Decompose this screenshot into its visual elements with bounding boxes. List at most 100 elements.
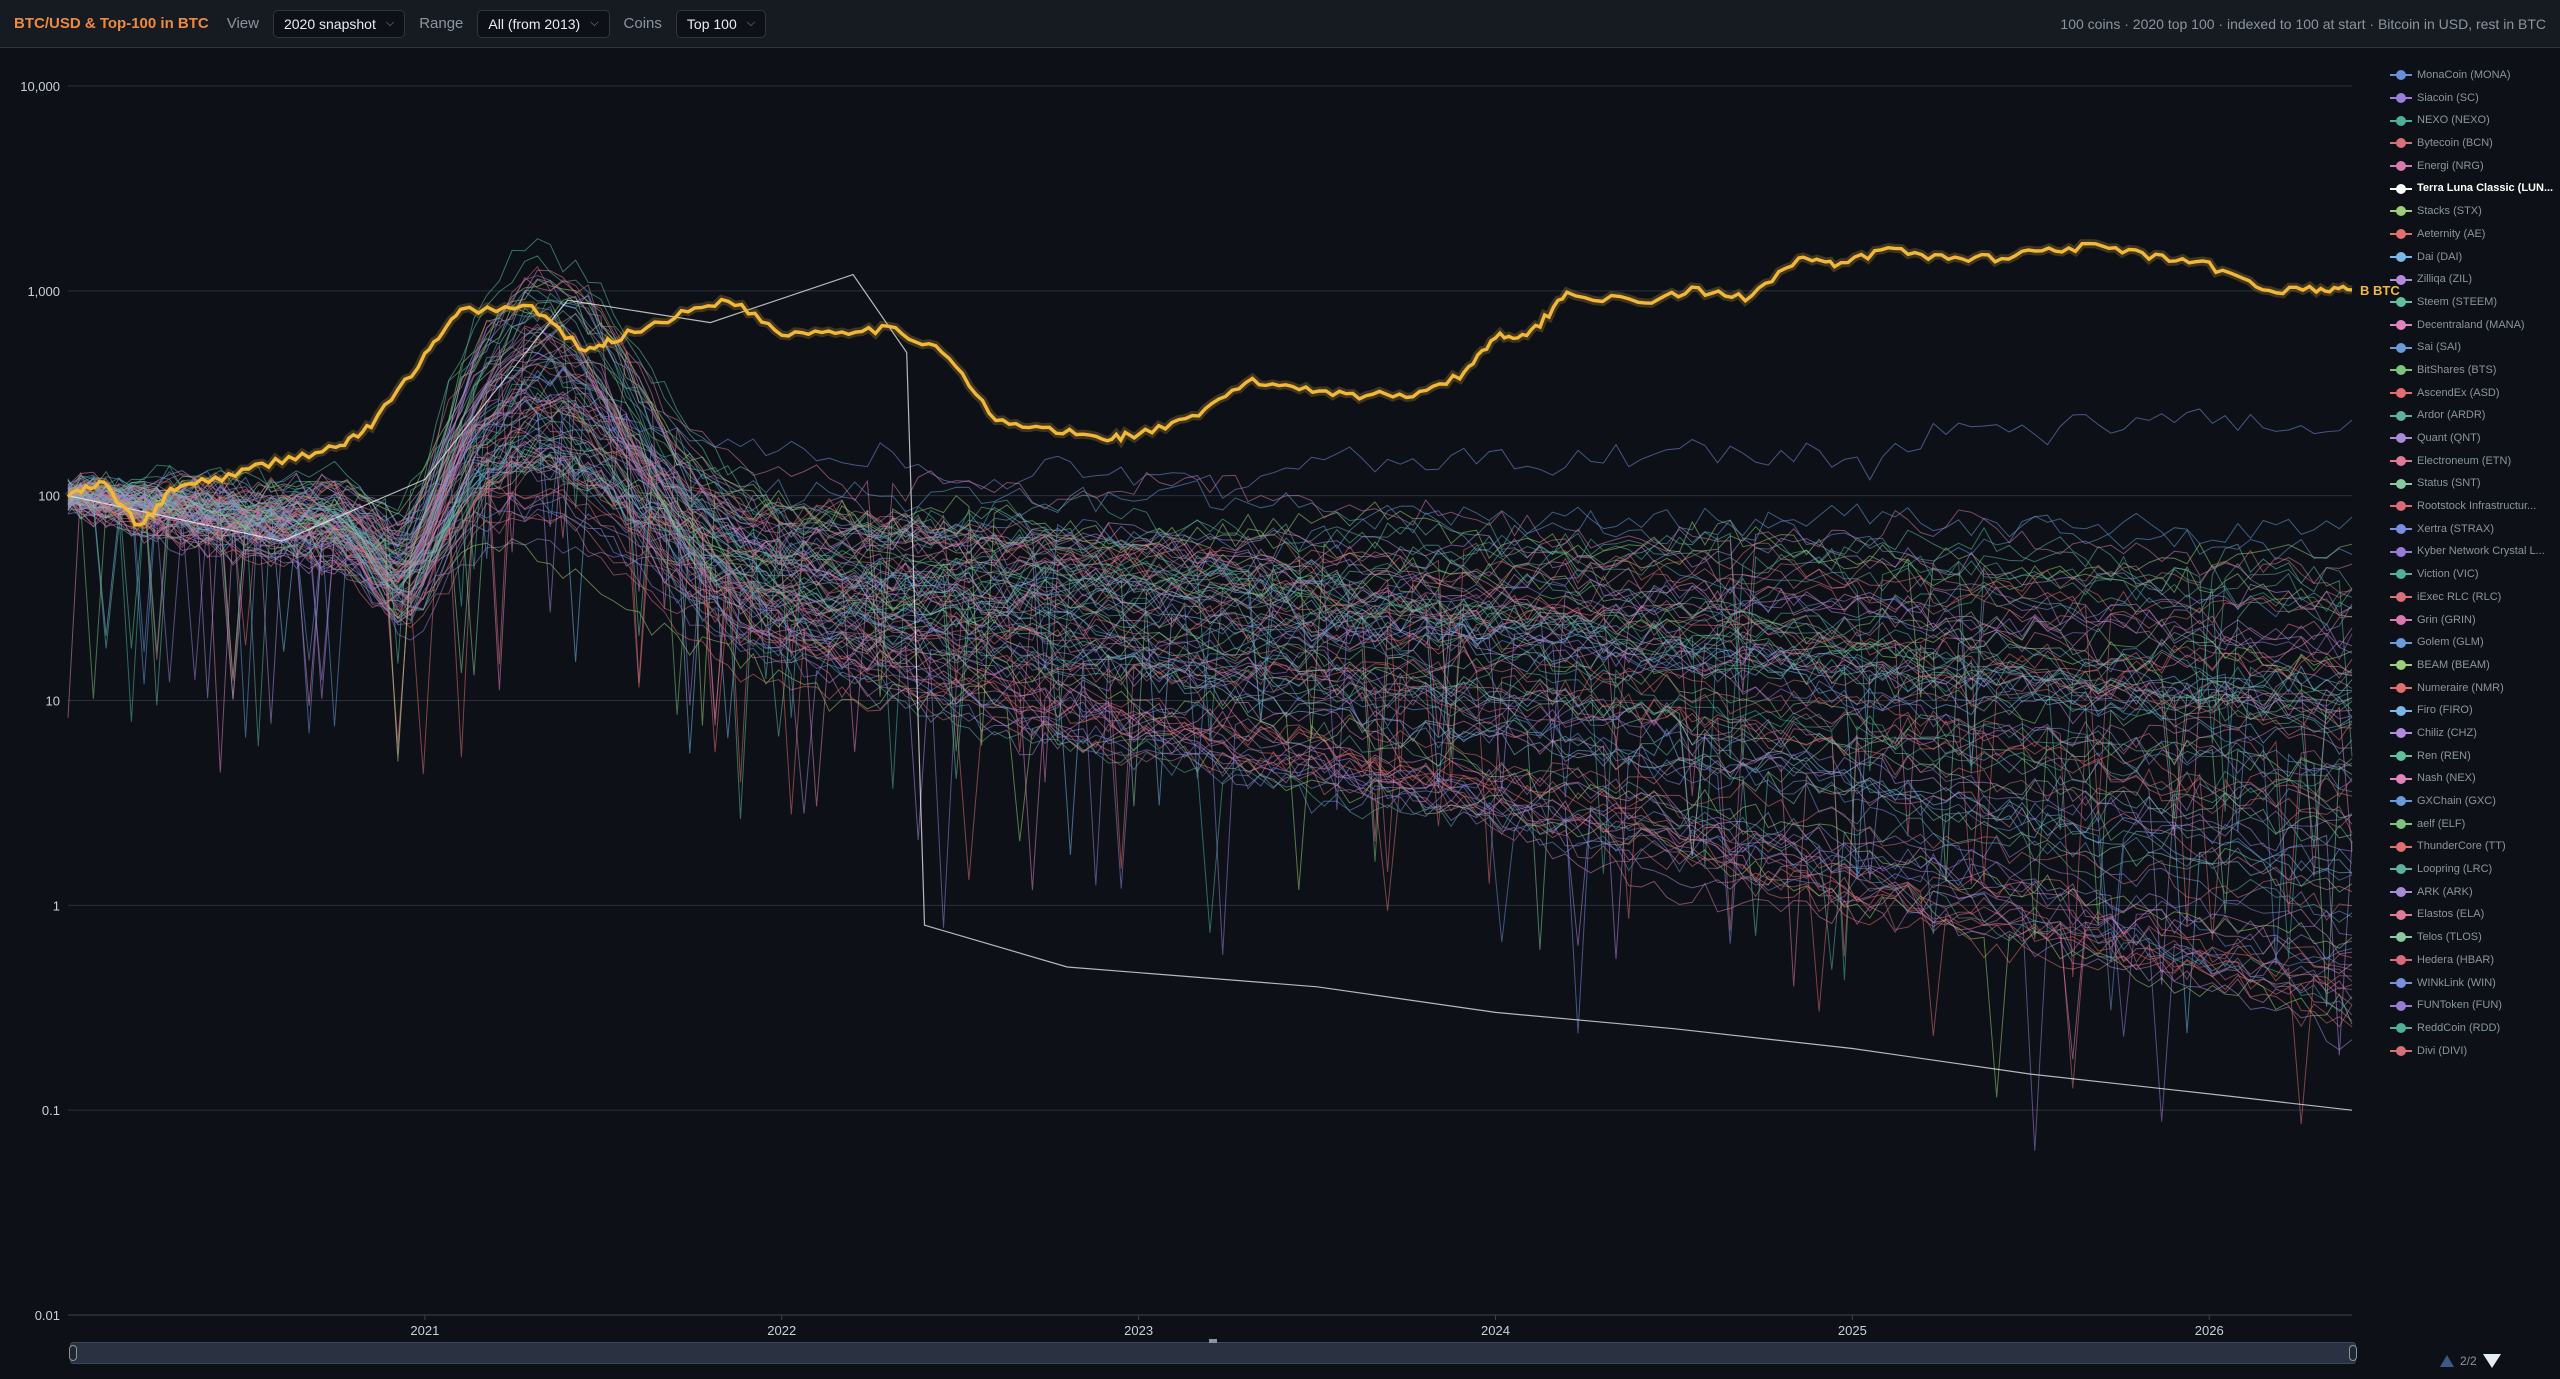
y-tick-label: 100 [38,489,60,504]
legend-item[interactable]: Siacoin (SC) [2390,87,2558,110]
legend-swatch [2390,728,2412,739]
legend-swatch [2390,524,2412,535]
legend-item[interactable]: Stacks (STX) [2390,200,2558,223]
legend-item[interactable]: AscendEx (ASD) [2390,382,2558,405]
legend-item[interactable]: Aeternity (AE) [2390,223,2558,246]
legend-label: Ren (REN) [2417,749,2471,762]
legend-item[interactable]: Elastos (ELA) [2390,903,2558,926]
legend-item[interactable]: Electroneum (ETN) [2390,450,2558,473]
legend-label: Viction (VIC) [2417,568,2479,581]
y-tick-label: 0.1 [42,1103,60,1118]
legend-label: Stacks (STX) [2417,205,2482,218]
btc-series: B BTC [64,239,2400,1111]
slider-left-handle[interactable] [69,1345,77,1361]
coin-line [67,480,2353,1056]
legend-swatch [2390,115,2412,126]
legend-item[interactable]: WINkLink (WIN) [2390,972,2558,995]
legend-item[interactable]: aelf (ELF) [2390,813,2558,836]
legend-item[interactable]: Hedera (HBAR) [2390,949,2558,972]
slider-right-handle[interactable] [2349,1345,2357,1361]
coin-line [67,455,2353,1036]
page-down-icon[interactable] [2482,1354,2501,1368]
legend-item[interactable]: GXChain (GXC) [2390,790,2558,813]
legend-swatch [2390,614,2412,625]
line-chart[interactable]: 0.01 0.1 1 10 100 1,000 10,000 2021 2022 2023 2024… [0,48,2560,1379]
legend-item[interactable]: MonaCoin (MONA) [2390,64,2558,87]
x-tick-label: 2022 [767,1323,796,1338]
legend-item[interactable]: Numeraire (NMR) [2390,677,2558,700]
legend-item[interactable]: Quant (QNT) [2390,427,2558,450]
legend-item[interactable]: Dai (DAI) [2390,246,2558,269]
coin-line [67,301,2353,950]
legend-item[interactable]: Viction (VIC) [2390,563,2558,586]
legend-swatch [2390,365,2412,376]
legend-swatch [2390,70,2412,81]
legend-item[interactable]: ThunderCore (TT) [2390,835,2558,858]
legend-item[interactable]: FUNToken (FUN) [2390,994,2558,1017]
legend-swatch [2390,977,2412,988]
legend-item[interactable]: iExec RLC (RLC) [2390,586,2558,609]
legend-item[interactable]: Telos (TLOS) [2390,926,2558,949]
x-tick-label: 2021 [410,1323,439,1338]
coins-select[interactable]: Top 100 ⌵ [675,9,767,38]
legend-item[interactable]: ARK (ARK) [2390,881,2558,904]
coin-line [67,392,2353,926]
btc-series-label: B BTC [2360,283,2400,298]
y-tick-label: 10 [46,694,60,709]
legend-item[interactable]: Grin (GRIN) [2390,609,2558,632]
x-tick-label: 2023 [1124,1323,1153,1338]
legend-item[interactable]: Bytecoin (BCN) [2390,132,2558,155]
legend-swatch [2390,592,2412,603]
range-select[interactable]: All (from 2013) ⌵ [477,9,610,38]
legend-item[interactable]: Firo (FIRO) [2390,699,2558,722]
legend-item[interactable]: Nash (NEX) [2390,767,2558,790]
legend-label: Status (SNT) [2417,477,2481,490]
view-select[interactable]: 2020 snapshot ⌵ [272,9,406,38]
legend-swatch [2390,229,2412,240]
legend-item[interactable]: Steem (STEEM) [2390,291,2558,314]
legend-swatch [2390,161,2412,172]
coin-line [67,383,2353,713]
legend-item[interactable]: Ren (REN) [2390,745,2558,768]
legend-item[interactable]: Decentraland (MANA) [2390,314,2558,337]
legend-label: Electroneum (ETN) [2417,454,2512,467]
legend-item[interactable]: Loopring (LRC) [2390,858,2558,881]
legend-item[interactable]: Terra Luna Classic (LUN... [2390,177,2558,200]
legend-item[interactable]: Energi (NRG) [2390,155,2558,178]
legend-item[interactable]: Ardor (ARDR) [2390,404,2558,427]
coin-line [67,484,2353,1089]
legend-swatch [2390,637,2412,648]
legend-swatch [2390,796,2412,807]
legend-item[interactable]: Kyber Network Crystal L... [2390,540,2558,563]
legend-item[interactable]: ReddCoin (RDD) [2390,1017,2558,1040]
legend-item[interactable]: Status (SNT) [2390,472,2558,495]
legend-swatch [2390,251,2412,262]
legend-item[interactable]: BEAM (BEAM) [2390,654,2558,677]
range-label: Range [419,15,464,32]
btc-line[interactable] [66,241,2353,527]
page-up-icon[interactable] [2440,1355,2454,1367]
coin-line [67,324,2353,790]
legend-item[interactable]: Zilliqa (ZIL) [2390,268,2558,291]
legend-item[interactable]: Golem (GLM) [2390,631,2558,654]
legend-label: AscendEx (ASD) [2417,386,2500,399]
legend-item[interactable]: Xertra (STRAX) [2390,518,2558,541]
legend-swatch [2390,864,2412,875]
luna-line[interactable] [67,273,2353,1111]
legend-item[interactable]: Chiliz (CHZ) [2390,722,2558,745]
coin-line [67,459,2353,800]
legend-item[interactable]: BitShares (BTS) [2390,359,2558,382]
legend-swatch [2390,93,2412,104]
time-range-slider[interactable] [69,1339,2357,1364]
slider-center-grip[interactable] [1209,1339,1217,1343]
legend-item[interactable]: Rootstock Infrastructur... [2390,495,2558,518]
coin-line [67,434,2353,739]
legend-item[interactable]: Divi (DIVI) [2390,1040,2558,1063]
coin-line [67,255,2353,812]
legend-label: ThunderCore (TT) [2417,840,2506,853]
legend-item[interactable]: NEXO (NEXO) [2390,109,2558,132]
legend-swatch [2390,546,2412,557]
chart-area: 0.01 0.1 1 10 100 1,000 10,000 2021 2022 2023 2024… [0,48,2560,1379]
legend-item[interactable]: Sai (SAI) [2390,336,2558,359]
legend-label: Telos (TLOS) [2417,931,2482,944]
